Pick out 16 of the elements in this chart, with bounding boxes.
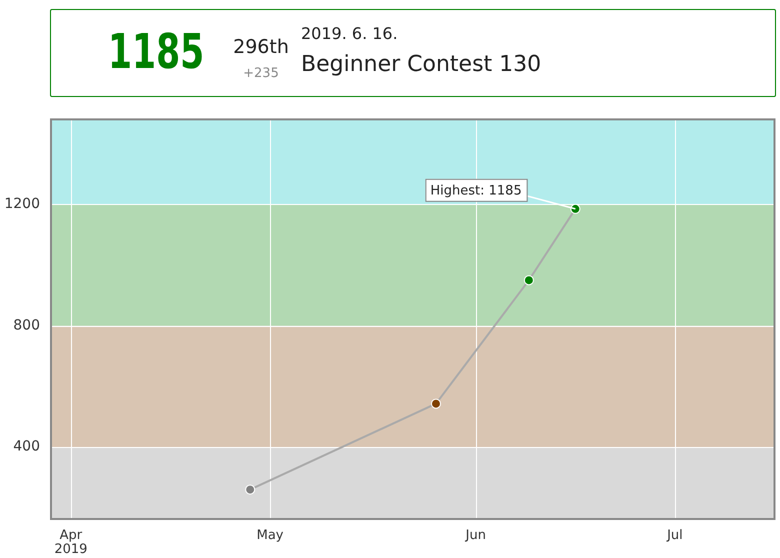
text: 1185 <box>108 24 204 80</box>
text: 296th <box>232 36 290 58</box>
point <box>524 275 534 286</box>
text: +235 <box>242 66 280 81</box>
y-tick-label: 800 <box>13 317 40 334</box>
y-tick-label: 1200 <box>4 196 40 212</box>
x-tick-label: May <box>256 528 284 544</box>
x-tick-label: Jun <box>464 528 486 544</box>
point <box>430 398 441 409</box>
y-tick-label: 400 <box>13 438 40 455</box>
point <box>245 484 256 495</box>
text: Beginner Contest 130 <box>301 52 542 77</box>
x-tick-label: Apr 2019 <box>54 528 88 557</box>
x-tick-label: Jul <box>666 528 683 544</box>
annotation: Highest: 1185 <box>430 183 522 198</box>
text: 2019. 6. 16. <box>301 24 398 43</box>
